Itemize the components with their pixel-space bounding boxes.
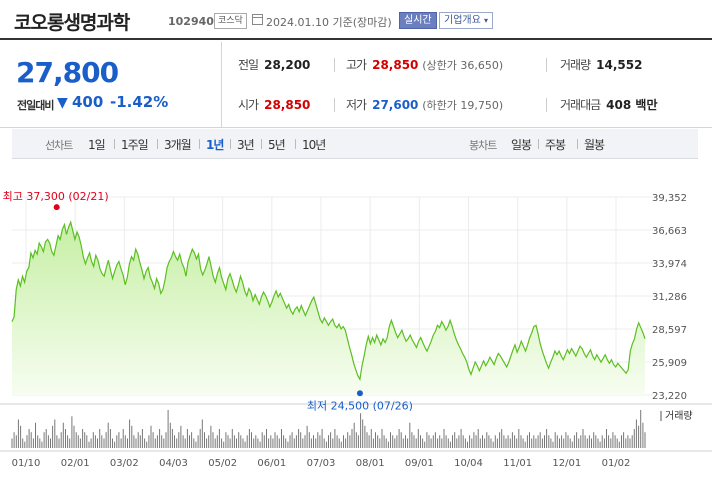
- current-price: 27,800: [16, 56, 119, 89]
- y-tick-label: 25,909: [652, 358, 687, 369]
- volume: 거래량 14,552: [560, 55, 642, 75]
- low-annotation: 최저 24,500 (07/26): [307, 399, 413, 412]
- chevron-down-icon: ▾: [484, 16, 489, 25]
- calendar-icon: [252, 14, 263, 25]
- price-area: [12, 222, 645, 395]
- y-tick-label: 39,352: [652, 193, 687, 204]
- volume-label: 거래량: [560, 58, 591, 72]
- volume-label: 거래량: [665, 410, 693, 422]
- realtime-button[interactable]: 실시간: [399, 12, 437, 29]
- candle-tab-1[interactable]: 주봉: [545, 138, 566, 152]
- divider: [546, 58, 547, 72]
- stock-code: 102940: [168, 15, 214, 28]
- high-marker: [53, 204, 60, 211]
- period-tab-2[interactable]: 3개월: [164, 138, 192, 152]
- open-price: 시가 28,850: [238, 95, 310, 115]
- x-tick-label: 04/03: [159, 458, 188, 469]
- prev-close: 전일 28,200: [238, 55, 310, 75]
- x-axis-labels: 01/10 02/01 03/02 04/03 05/02 06/01 07/03 08/01…: [12, 458, 631, 469]
- x-tick-label: 11/01: [503, 458, 532, 469]
- x-tick-label: 01/02: [602, 458, 631, 469]
- y-tick-label: 28,597: [652, 325, 687, 336]
- x-tick-label: 01/10: [12, 458, 41, 469]
- x-tick-label: 12/01: [552, 458, 581, 469]
- period-tab-5[interactable]: 5년: [268, 138, 286, 152]
- price-chart: 39,352 36,663 33,974 31,286 28,597 25,909 23,2…: [0, 170, 712, 485]
- divider: [538, 139, 539, 149]
- period-tab-3[interactable]: 1년: [206, 138, 224, 152]
- divider: [230, 139, 231, 149]
- annotations: 최고 37,300 (02/21) 최저 24,500 (07/26): [3, 190, 413, 412]
- prev-close-value: 28,200: [264, 58, 311, 72]
- down-arrow-icon: ▼: [57, 95, 68, 111]
- x-tick-label: 07/03: [307, 458, 336, 469]
- high-value: 28,850: [372, 58, 419, 72]
- x-tick-label: 06/01: [257, 458, 286, 469]
- as-of-date: 2024.01.10 기준(장마감): [266, 16, 392, 29]
- divider: [577, 139, 578, 149]
- change-amount: 400: [72, 93, 104, 111]
- y-tick-label: 31,286: [652, 292, 687, 303]
- x-tick-label: 03/02: [110, 458, 139, 469]
- divider: [334, 98, 335, 112]
- y-tick-label: 23,220: [652, 391, 687, 402]
- low-marker: [356, 390, 363, 397]
- high-annotation: 최고 37,300 (02/21): [3, 190, 109, 203]
- stock-header: 코오롱생명과학 102940 코스닥 2024.01.10 기준(장마감) 실시…: [0, 0, 712, 40]
- divider: [157, 139, 158, 149]
- period-tab-4[interactable]: 3년: [237, 138, 255, 152]
- line-chart-label: 선차트: [45, 139, 73, 152]
- price-line: [11, 220, 646, 382]
- price-chart-svg: 39,352 36,663 33,974 31,286 28,597 25,909 23,2…: [0, 190, 712, 469]
- low-label: 저가: [346, 98, 367, 112]
- divider: [334, 58, 335, 72]
- period-tab-1[interactable]: 1주일: [121, 138, 149, 152]
- volume-bars: [11, 410, 662, 448]
- candle-chart-label: 봉차트: [469, 139, 497, 152]
- divider: [295, 139, 296, 149]
- x-tick-label: 09/01: [405, 458, 434, 469]
- day-low: 저가 27,600 (하한가 19,750): [346, 95, 503, 115]
- upper-limit: (상한가 36,650): [422, 59, 504, 72]
- x-tick-label: 10/04: [454, 458, 483, 469]
- period-tab-0[interactable]: 1일: [88, 138, 106, 152]
- change-percent: -1.42%: [110, 93, 169, 111]
- period-bar: 선차트 1일 1주일 3개월 1년 3년 5년 10년 봉차트 일봉 주봉 월봉: [12, 129, 698, 159]
- divider: [261, 139, 262, 149]
- company-overview-button[interactable]: 기업개요 ▾: [439, 12, 494, 29]
- quote-panel: 27,800 전일대비 ▼ 400 -1.42% 전일 28,200 고가 28,8…: [0, 42, 712, 128]
- open-value: 28,850: [264, 98, 311, 112]
- trade-amount: 거래대금 408 백만: [560, 95, 657, 115]
- x-tick-label: 08/01: [356, 458, 385, 469]
- y-tick-label: 36,663: [652, 226, 687, 237]
- open-label: 시가: [238, 98, 259, 112]
- high-label: 고가: [346, 58, 367, 72]
- amount-label: 거래대금: [560, 98, 601, 112]
- divider: [199, 139, 200, 149]
- divider: [546, 98, 547, 112]
- day-high: 고가 28,850 (상한가 36,650): [346, 55, 503, 75]
- y-tick-label: 33,974: [652, 259, 687, 270]
- change-label: 전일대비: [17, 99, 54, 112]
- market-badge: 코스닥: [214, 13, 247, 29]
- period-tab-6[interactable]: 10년: [302, 138, 326, 152]
- prev-close-label: 전일: [238, 58, 259, 72]
- candle-tab-2[interactable]: 월봉: [584, 138, 605, 152]
- x-tick-label: 05/02: [208, 458, 237, 469]
- candle-tab-0[interactable]: 일봉: [511, 138, 532, 152]
- amount-value: 408 백만: [606, 98, 658, 112]
- price-box: 27,800 전일대비 ▼ 400 -1.42%: [0, 42, 222, 128]
- x-tick-label: 02/01: [61, 458, 90, 469]
- divider: [114, 139, 115, 149]
- low-value: 27,600: [372, 98, 419, 112]
- stock-name: 코오롱생명과학: [14, 12, 130, 34]
- lower-limit: (하한가 19,750): [422, 99, 504, 112]
- y-axis-labels: 39,352 36,663 33,974 31,286 28,597 25,909 23,2…: [652, 193, 687, 402]
- volume-value: 14,552: [596, 58, 643, 72]
- company-overview-label: 기업개요: [444, 15, 481, 26]
